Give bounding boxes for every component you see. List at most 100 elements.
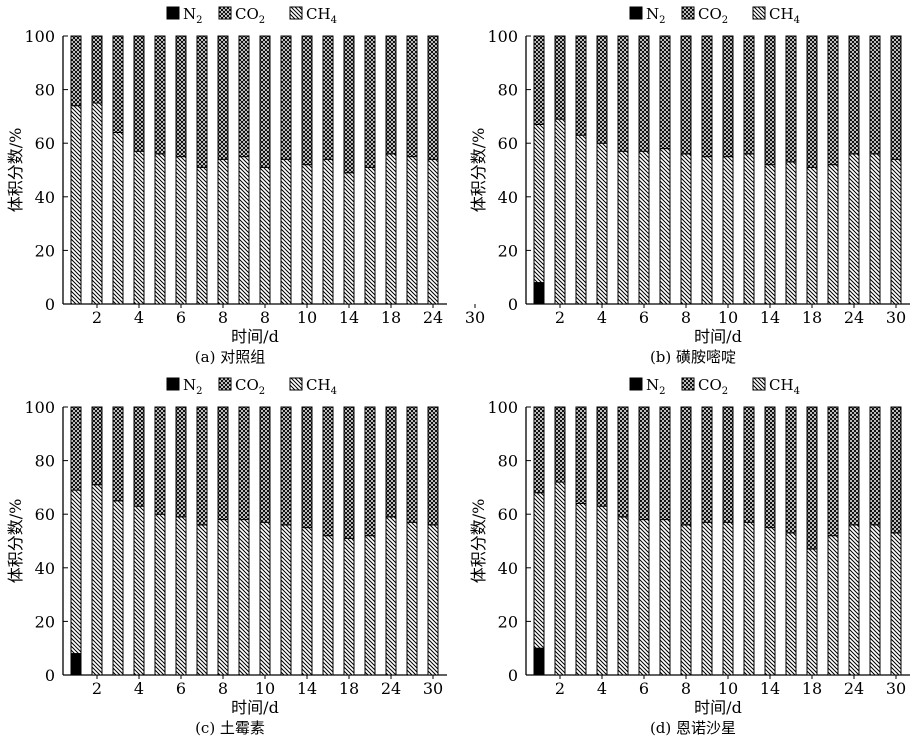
x-axis-label: 时间/d xyxy=(231,698,279,717)
bar-segment-ch4 xyxy=(343,537,355,676)
legend-label-n2: N2 xyxy=(646,376,666,397)
legend-swatch-n2 xyxy=(629,6,643,20)
bar-segment-co2 xyxy=(112,406,124,502)
bar-segment-co2 xyxy=(806,406,818,550)
y-tick-label: 100 xyxy=(487,27,518,46)
y-tick-label: 60 xyxy=(35,134,55,153)
bar-segment-ch4 xyxy=(701,156,713,305)
legend-swatch-ch4 xyxy=(289,6,303,20)
bar-segment-co2 xyxy=(785,35,797,163)
bar-segment-ch4 xyxy=(890,532,902,676)
bar-segment-co2 xyxy=(806,35,818,168)
bar-segment-ch4 xyxy=(722,521,734,676)
legend: N2 CO2 CH4 xyxy=(166,5,337,26)
caption-c: (c) 土霉素 xyxy=(195,719,265,737)
bar-segment-co2 xyxy=(554,35,566,120)
bar-segment-ch4 xyxy=(91,102,103,305)
bar-segment-ch4 xyxy=(343,172,355,305)
bar-segment-ch4 xyxy=(806,166,818,305)
bar-segment-co2 xyxy=(554,406,566,483)
bar-segment-co2 xyxy=(722,35,734,158)
legend-label-ch4: CH4 xyxy=(769,5,800,26)
bar-segment-ch4 xyxy=(638,150,650,305)
bar-segment-ch4 xyxy=(385,153,397,305)
bar-segment-ch4 xyxy=(301,164,313,305)
bar-segment-co2 xyxy=(196,406,208,526)
bar-segment-co2 xyxy=(175,35,187,158)
legend-label-n2: N2 xyxy=(183,376,203,397)
y-tick-label: 20 xyxy=(498,612,518,631)
bar-segment-ch4 xyxy=(196,166,208,305)
chart-panel-a: N2 CO2 CH4 0 20 40 60 80 100 2 4 6 8 8 10 14 18 24 30 时间/d 体… xyxy=(0,0,485,370)
legend-swatch-ch4 xyxy=(289,377,303,391)
bar-segment-ch4 xyxy=(259,521,271,676)
legend-swatch-ch4 xyxy=(752,6,766,20)
bar-segment-co2 xyxy=(175,406,187,518)
x-tick-label: 30 xyxy=(886,679,906,698)
bar-segment-co2 xyxy=(343,35,355,174)
bar-segment-co2 xyxy=(701,35,713,158)
x-tick-label: 30 xyxy=(886,308,906,327)
bar-segment-co2 xyxy=(154,406,166,515)
y-tick-label: 0 xyxy=(508,666,518,685)
y-tick-label: 20 xyxy=(35,241,55,260)
bar-segment-ch4 xyxy=(785,161,797,305)
y-tick-label: 0 xyxy=(45,666,55,685)
bar-segment-ch4 xyxy=(617,150,629,305)
bar-segment-co2 xyxy=(217,35,229,160)
bar-segment-ch4 xyxy=(364,166,376,305)
bar-segment-co2 xyxy=(91,35,103,104)
bar-segment-ch4 xyxy=(764,527,776,676)
bar-segment-co2 xyxy=(638,35,650,152)
y-tick-label: 0 xyxy=(45,295,55,314)
x-tick-label: 14 xyxy=(339,308,359,327)
x-tick-label: 4 xyxy=(134,679,144,698)
bar-segment-co2 xyxy=(112,35,124,133)
bar-segment-ch4 xyxy=(301,527,313,676)
bar-segment-ch4 xyxy=(112,131,124,305)
bar-segment-co2 xyxy=(406,35,418,158)
legend-label-co2: CO2 xyxy=(235,5,265,26)
y-tick-label: 20 xyxy=(498,241,518,260)
bar-segment-ch4 xyxy=(575,502,587,676)
y-axis-label: 体积分数/% xyxy=(6,499,25,584)
bar-segment-ch4 xyxy=(175,516,187,676)
x-tick-label: 8 xyxy=(681,679,691,698)
bar-segment-co2 xyxy=(280,406,292,526)
bar-segment-ch4 xyxy=(743,153,755,305)
bar-segment-ch4 xyxy=(701,521,713,676)
legend-label-ch4: CH4 xyxy=(306,376,337,397)
bar-segment-ch4 xyxy=(890,158,902,305)
x-tick-label: 30 xyxy=(423,679,443,698)
bar-segment-ch4 xyxy=(680,524,692,676)
y-axis-label: 体积分数/% xyxy=(469,499,488,584)
bar-segment-co2 xyxy=(827,35,839,166)
x-tick-label: 6 xyxy=(176,679,186,698)
x-tick-label: 24 xyxy=(423,308,443,327)
bar-segment-ch4 xyxy=(596,505,608,676)
bar-segment-co2 xyxy=(722,406,734,523)
bar-segment-co2 xyxy=(764,406,776,529)
y-tick-label: 0 xyxy=(508,295,518,314)
x-tick-label: 18 xyxy=(339,679,359,698)
bar-segment-ch4 xyxy=(806,548,818,676)
bar-segment-co2 xyxy=(238,406,250,521)
y-tick-label: 80 xyxy=(35,452,55,471)
bar-segment-co2 xyxy=(133,406,145,507)
bar-segment-co2 xyxy=(827,406,839,537)
bar-segment-ch4 xyxy=(406,156,418,305)
x-tick-label: 4 xyxy=(597,679,607,698)
bar-segment-ch4 xyxy=(596,142,608,305)
y-tick-label: 80 xyxy=(35,81,55,100)
x-tick-label: 14 xyxy=(760,679,780,698)
legend-swatch-co2 xyxy=(681,377,695,391)
bar-segment-ch4 xyxy=(406,521,418,676)
y-tick-label: 100 xyxy=(24,27,55,46)
bar-segment-ch4 xyxy=(680,153,692,305)
chart-panel-c: N2 CO2 CH4 0 20 40 60 80 100 2 4 6 8 10 14 18 24 30 时间/d 体积… xyxy=(0,371,460,741)
legend-swatch-co2 xyxy=(218,6,232,20)
bar-segment-co2 xyxy=(743,406,755,523)
